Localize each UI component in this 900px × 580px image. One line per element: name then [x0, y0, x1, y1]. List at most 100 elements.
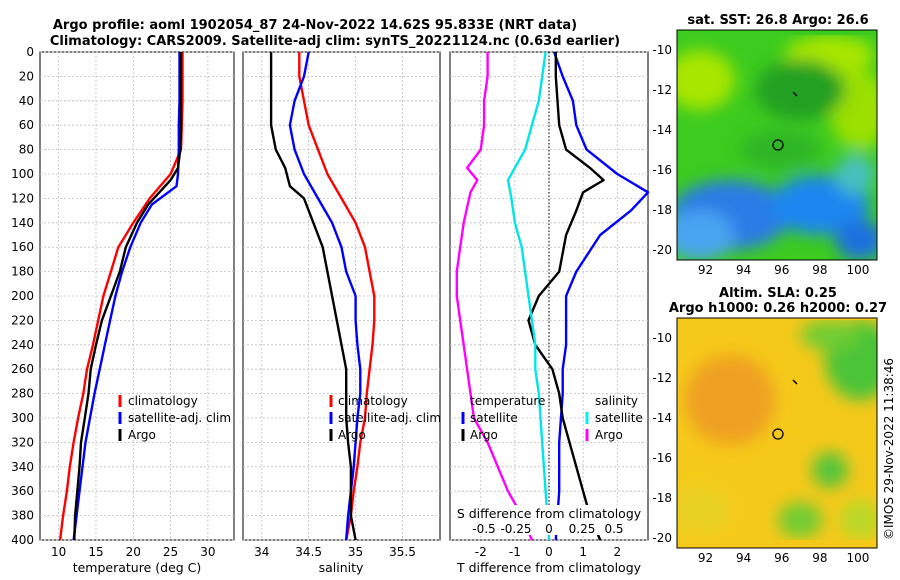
sla-ytick--14: -14 — [652, 411, 672, 425]
depth-tick-100: 100 — [11, 167, 34, 181]
sst-ytick--10: -10 — [652, 43, 672, 57]
sst-ytick--20: -20 — [652, 243, 672, 257]
s-xtick-34: 34 — [254, 545, 269, 559]
depth-tick-40: 40 — [19, 94, 34, 108]
salinity-legend: climatology satellite-adj. clim Argo — [329, 394, 441, 442]
legend-argo: Argo — [128, 428, 156, 442]
sla-xtick-92: 92 — [698, 551, 713, 565]
sst-ytick--16: -16 — [652, 163, 672, 177]
s-tick-4: 0.25 — [569, 522, 596, 536]
sst-xtick-92: 92 — [698, 263, 713, 277]
legend-satellite-adj-s: satellite-adj. clim — [338, 411, 441, 425]
sst-xtick-94: 94 — [736, 263, 751, 277]
sst-xtick-96: 96 — [774, 263, 789, 277]
imos-credit: ©IMOS 29-Nov-2022 11:38:46 — [882, 358, 896, 540]
sla-xtick-96: 96 — [774, 551, 789, 565]
s-series-argo — [269, 52, 357, 541]
argo-position-marker — [772, 139, 784, 151]
depth-tick-280: 280 — [11, 387, 34, 401]
depth-tick-320: 320 — [11, 435, 34, 449]
t-xtick-15: 15 — [88, 545, 103, 559]
sla-ytick--10: -10 — [652, 331, 672, 345]
depth-tick-120: 120 — [11, 191, 34, 205]
legend-satellite-adj: satellite-adj. clim — [128, 411, 231, 425]
s-series-satellite-adj-clim — [288, 51, 362, 541]
figure-title-line1: Argo profile: aoml 1902054_87 24-Nov-202… — [53, 18, 577, 33]
s-xtick-35: 35 — [348, 545, 363, 559]
legend-t-argo: Argo — [470, 428, 498, 442]
d-series-t-argo — [527, 52, 605, 541]
temperature-xlabel: temperature (deg C) — [73, 560, 202, 575]
d-series-s-argo — [455, 52, 534, 541]
d-xtick--1: -1 — [509, 545, 521, 559]
depth-tick-20: 20 — [19, 69, 34, 83]
salinity-xlabel: salinity — [319, 560, 364, 575]
t-series-satellite-adj-clim — [72, 52, 181, 541]
s-tick-3: 0 — [545, 522, 553, 536]
depth-tick-300: 300 — [11, 411, 34, 425]
sst-xtick-100: 100 — [846, 263, 869, 277]
legend-s-argo: Argo — [595, 428, 623, 442]
depth-tick-140: 140 — [11, 216, 34, 230]
temperature-panel: 0 20 40 60 80 100 120 140 160 180 200 220 240 260 280 3… — [11, 45, 235, 575]
sst-map-title: sat. SST: 26.8 Argo: 26.6 — [687, 13, 868, 28]
depth-tick-220: 220 — [11, 313, 34, 327]
sla-ytick--16: -16 — [652, 451, 672, 465]
sla-map-subtitle: Argo h1000: 0.26 h2000: 0.27 — [669, 301, 887, 316]
figure-title-line2: Climatology: CARS2009. Satellite-adj cli… — [50, 34, 620, 49]
depth-tick-0: 0 — [26, 45, 34, 59]
t-xtick-20: 20 — [126, 545, 141, 559]
s-difference-xlabel: S difference from climatology — [457, 506, 642, 521]
depth-tick-360: 360 — [11, 484, 34, 498]
difference-legend: temperature satellite Argo salinity sate… — [461, 394, 643, 442]
s-xtick-35.5: 35.5 — [389, 545, 416, 559]
d-xtick--2: -2 — [475, 545, 487, 559]
sst-ytick--12: -12 — [652, 83, 672, 97]
sla-ytick--18: -18 — [652, 491, 672, 505]
sst-xtick-98: 98 — [812, 263, 827, 277]
s-xtick-34.5: 34.5 — [295, 545, 322, 559]
sst-map: sat. SST: 26.8 Argo: 26.6 92 94 96 98 100 -1… — [652, 13, 878, 277]
sst-ytick--18: -18 — [652, 203, 672, 217]
sla-xtick-100: 100 — [846, 551, 869, 565]
legend-s-satellite: satellite — [595, 411, 643, 425]
float-track-icon-sla — [792, 379, 798, 385]
depth-tick-240: 240 — [11, 338, 34, 352]
sla-map-title: Altim. SLA: 0.25 — [719, 286, 837, 301]
depth-tick-160: 160 — [11, 240, 34, 254]
sla-xtick-98: 98 — [812, 551, 827, 565]
depth-tick-260: 260 — [11, 362, 34, 376]
s-tick-2: -0.25 — [500, 522, 531, 536]
t-xtick-30: 30 — [200, 545, 215, 559]
legend-argo-s: Argo — [338, 428, 366, 442]
d-xtick-2: 2 — [613, 545, 621, 559]
s-series-climatology — [298, 52, 376, 541]
s-tick-5: 0.5 — [604, 522, 623, 536]
salinity-panel: 34 34.5 35 35.5 salinity climatology satell… — [242, 51, 441, 575]
sla-xtick-94: 94 — [736, 551, 751, 565]
argo-position-marker-sla — [772, 428, 784, 440]
depth-tick-180: 180 — [11, 265, 34, 279]
difference-panel: -2 -1 0 1 2 T difference from climatology S … — [449, 51, 650, 575]
s-tick-1: -0.5 — [472, 522, 495, 536]
legend-t-satellite: satellite — [470, 411, 518, 425]
depth-tick-400: 400 — [11, 533, 34, 547]
depth-tick-380: 380 — [11, 509, 34, 523]
d-series-s-satellite — [506, 51, 551, 541]
depth-tick-200: 200 — [11, 289, 34, 303]
sla-map: Altim. SLA: 0.25 Argo h1000: 0.26 h2000:… — [652, 286, 887, 565]
depth-tick-60: 60 — [19, 118, 34, 132]
sst-ytick--14: -14 — [652, 123, 672, 137]
d-xtick-0: 0 — [545, 545, 553, 559]
sla-ytick--20: -20 — [652, 531, 672, 545]
t-xtick-10: 10 — [51, 545, 66, 559]
depth-tick-80: 80 — [19, 143, 34, 157]
temperature-legend: climatology satellite-adj. clim Argo — [118, 394, 231, 442]
legend-salinity-title: salinity — [595, 394, 638, 408]
t-series-argo — [73, 52, 183, 541]
d-xtick-1: 1 — [579, 545, 587, 559]
t-difference-xlabel: T difference from climatology — [456, 560, 642, 575]
sla-ytick--12: -12 — [652, 371, 672, 385]
t-xtick-25: 25 — [163, 545, 178, 559]
